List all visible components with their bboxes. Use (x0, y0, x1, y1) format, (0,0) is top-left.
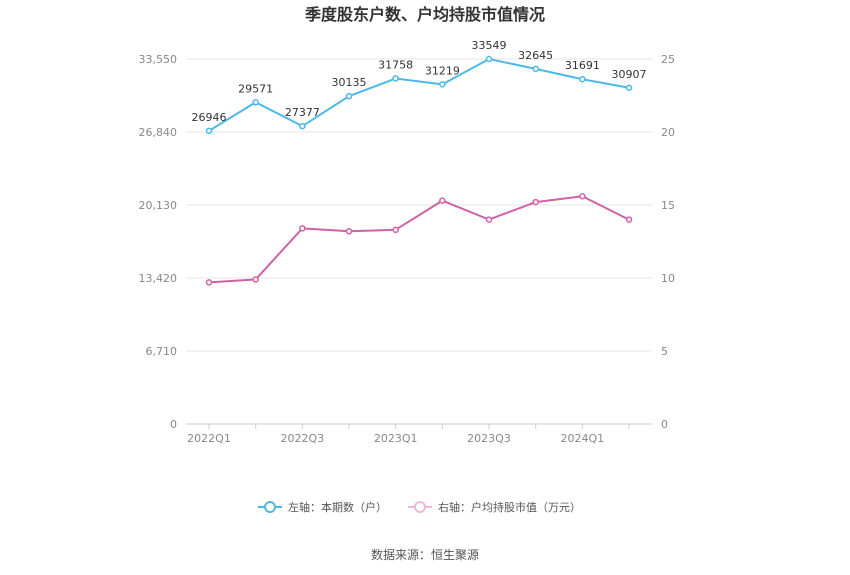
legend: 左轴：本期数（户） 右轴：户均持股市值（万元） (258, 500, 581, 514)
legend-label-households: 左轴：本期数（户） (288, 500, 387, 514)
data-point-market-value[interactable] (439, 197, 446, 204)
data-label: 29571 (238, 82, 273, 95)
right-tick-label: 20 (661, 126, 675, 139)
data-label: 30907 (612, 68, 647, 81)
data-label: 27377 (285, 106, 320, 119)
data-point-market-value[interactable] (345, 228, 353, 235)
legend-item-households[interactable]: 左轴：本期数（户） (258, 500, 387, 514)
x-axis: 2022Q1 2022Q3 2023Q1 2023Q3 2024Q1 (187, 424, 630, 445)
left-tick-label: 20,130 (139, 199, 178, 212)
data-point-market-value[interactable] (625, 216, 633, 223)
data-point-market-value[interactable] (252, 276, 259, 283)
data-point-market-value[interactable] (392, 226, 399, 234)
right-tick-label: 10 (661, 272, 675, 285)
data-label: 32645 (518, 49, 553, 62)
data-point-households[interactable] (485, 55, 493, 63)
chart-title: 季度股东户数、户均持股市值情况 (304, 5, 545, 24)
right-tick-label: 5 (661, 345, 668, 358)
x-tick-label: 2022Q1 (187, 432, 231, 445)
right-tick-label: 25 (661, 53, 675, 66)
right-axis: 0 5 10 15 20 25 (661, 53, 675, 431)
legend-item-market-value[interactable]: 右轴：户均持股市值（万元） (408, 500, 581, 514)
data-point-households[interactable] (625, 84, 633, 92)
x-tick-label: 2023Q1 (374, 432, 418, 445)
left-tick-label: 0 (170, 418, 177, 431)
x-tick-label: 2024Q1 (561, 432, 605, 445)
data-label: 31219 (425, 64, 460, 77)
x-tick-label: 2023Q3 (467, 432, 511, 445)
data-point-market-value[interactable] (485, 216, 493, 223)
right-tick-label: 0 (661, 418, 668, 431)
series-line-market-value (208, 195, 630, 284)
x-tick-label: 2022Q3 (281, 432, 325, 445)
data-source: 数据来源：恒生聚源 (371, 547, 479, 562)
data-point-households[interactable] (252, 99, 259, 106)
left-axis: 0 6,710 13,420 20,130 26,840 33,550 (139, 53, 178, 431)
series-line-households (208, 57, 630, 132)
data-label: 33549 (472, 39, 507, 52)
data-point-market-value[interactable] (205, 279, 213, 286)
series-layer: 26946 29571 27377 30135 31758 31219 33549 32645… (192, 39, 647, 286)
left-tick-label: 13,420 (139, 272, 178, 285)
left-tick-label: 26,840 (139, 126, 178, 139)
data-point-households[interactable] (205, 127, 213, 135)
left-tick-label: 6,710 (146, 345, 178, 358)
legend-marker-market-value (414, 501, 426, 513)
left-tick-label: 33,550 (139, 53, 178, 66)
right-tick-label: 15 (661, 199, 675, 212)
data-point-households[interactable] (345, 92, 353, 100)
data-point-households[interactable] (532, 65, 539, 73)
data-label: 30135 (332, 76, 367, 89)
legend-marker-households (264, 501, 276, 513)
data-point-households[interactable] (299, 122, 306, 130)
data-point-market-value[interactable] (532, 198, 539, 206)
data-label: 26946 (192, 111, 227, 124)
data-point-households[interactable] (392, 75, 399, 82)
data-point-market-value[interactable] (299, 225, 306, 232)
data-point-market-value[interactable] (579, 192, 586, 200)
data-point-households[interactable] (439, 81, 446, 88)
data-point-households[interactable] (579, 75, 586, 83)
data-label: 31758 (378, 58, 413, 71)
data-label: 31691 (565, 59, 600, 72)
grid-lines (186, 58, 652, 425)
legend-label-market-value: 右轴：户均持股市值（万元） (438, 500, 581, 514)
